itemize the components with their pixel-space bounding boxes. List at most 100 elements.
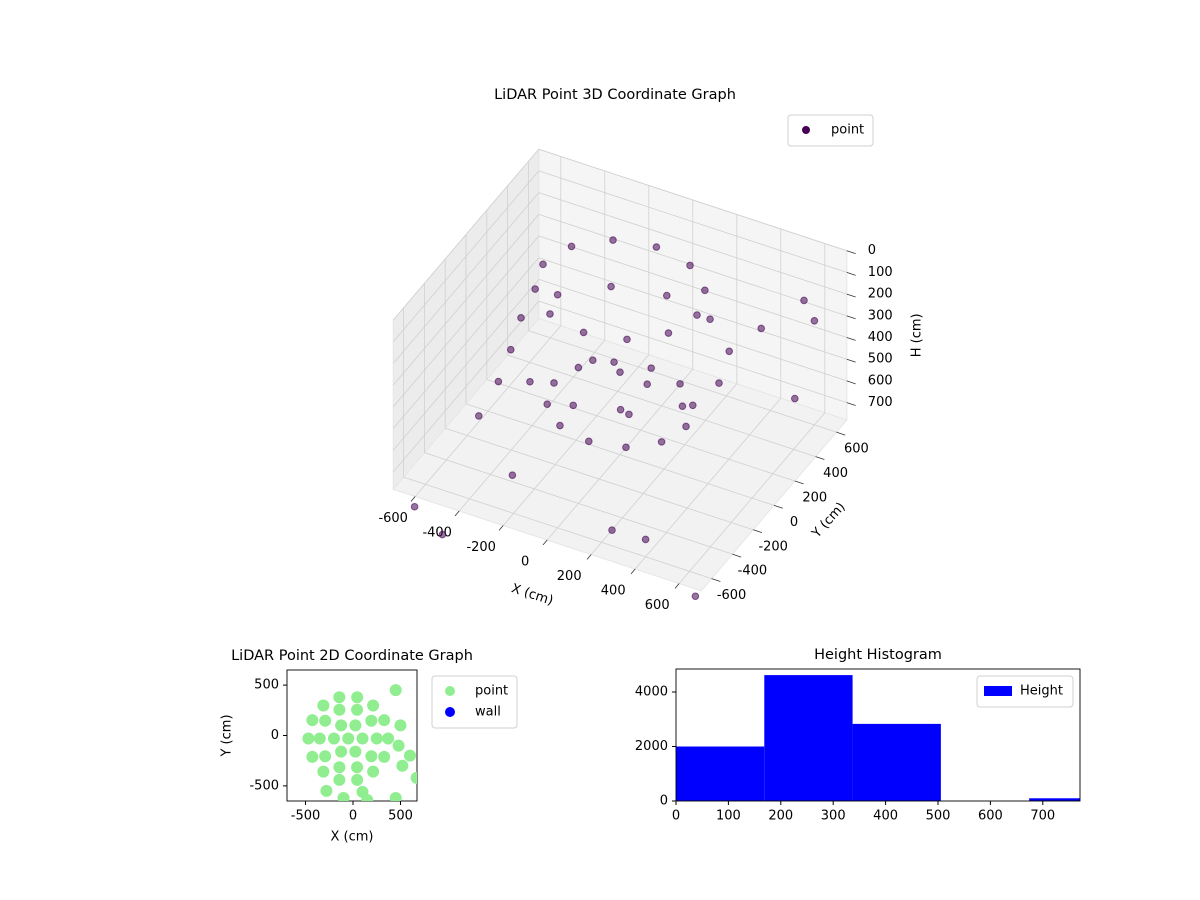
y-tick-label: -600 (717, 588, 747, 603)
point (643, 380, 652, 388)
point (333, 773, 346, 786)
bar (852, 723, 941, 801)
point (567, 242, 576, 251)
plot-area (676, 675, 1080, 801)
tick-mark (815, 456, 825, 460)
point (526, 377, 534, 386)
point (682, 422, 690, 431)
z-tick-label: 500 (868, 352, 893, 367)
tick-mark (846, 337, 856, 341)
y-tick-label: -400 (738, 564, 768, 579)
y-tick-label: 600 (844, 442, 869, 457)
point (349, 745, 362, 758)
point (365, 750, 378, 763)
point (351, 691, 364, 704)
histogram: 0 100 200 300 400 500 600 700 0 2000 4000 Height Hi… (635, 647, 1081, 824)
y-axis-label: Y (cm) (220, 714, 235, 757)
y-tick-label: 200 (802, 490, 827, 505)
legend-label: point (475, 684, 508, 699)
bar (1029, 798, 1080, 801)
point (475, 412, 483, 420)
tick-mark (498, 525, 504, 531)
point (810, 316, 819, 325)
z-axis-label: H (cm) (909, 313, 924, 357)
tick-mark (711, 578, 721, 582)
z-tick-label: 700 (868, 395, 893, 410)
x-tick-label: 0 (521, 555, 529, 570)
y-tick-label: -500 (249, 778, 279, 793)
point (569, 401, 578, 410)
x-tick-label: 600 (645, 598, 670, 613)
grid-line (445, 427, 754, 531)
grid-line (392, 148, 540, 321)
y-tick-label: 4000 (635, 684, 668, 699)
x-tick-label: 500 (926, 809, 951, 824)
point (333, 703, 346, 716)
grid-line (538, 235, 847, 338)
x-tick-label: 300 (821, 809, 846, 824)
point (328, 732, 341, 745)
point (410, 771, 417, 784)
y-tick-label: 2000 (635, 739, 668, 754)
point (625, 410, 633, 419)
plot-area (302, 684, 417, 801)
point (589, 356, 597, 364)
point (676, 380, 684, 388)
chart-3d: -600-400-2000200400600-600-400-200020040… (378, 87, 924, 613)
point (365, 714, 378, 727)
point (641, 535, 650, 544)
chart-title: LiDAR Point 3D Coordinate Graph (494, 87, 736, 103)
point (701, 286, 709, 295)
point (438, 530, 447, 539)
point (367, 765, 380, 778)
grid-line (538, 257, 847, 360)
point (382, 732, 395, 745)
grid-line (538, 279, 847, 382)
point (389, 684, 402, 697)
y-tick-label: 0 (790, 515, 798, 530)
chart-2d: -500 0 500 -500 0 500 LiDAR Point 2D Coordinat… (220, 648, 518, 845)
legend-label: Height (1020, 684, 1063, 699)
point (579, 328, 588, 337)
point (351, 773, 364, 786)
legend-label: wall (475, 705, 501, 720)
tick-mark (586, 554, 592, 560)
point (507, 345, 515, 354)
point (508, 471, 517, 479)
tick-mark (846, 272, 856, 276)
point (335, 745, 348, 758)
point (367, 699, 380, 712)
point (609, 236, 617, 244)
point (333, 761, 346, 774)
legend-swatch (984, 686, 1012, 696)
z-tick-label: 100 (868, 265, 893, 280)
y-axis-label: Y (cm) (809, 500, 849, 542)
x-tick-label: 100 (716, 809, 741, 824)
tick-mark (836, 431, 846, 436)
point (378, 750, 391, 763)
point (356, 732, 369, 745)
tick-mark (630, 568, 636, 575)
point (664, 329, 673, 337)
x-tick-label: 400 (873, 809, 898, 824)
point (320, 784, 333, 797)
point (351, 761, 364, 774)
point (610, 358, 618, 366)
point (543, 400, 552, 408)
point (539, 260, 547, 269)
x-tick-label: 0 (349, 809, 357, 824)
point (647, 364, 656, 372)
x-tick-label: 600 (978, 809, 1003, 824)
x-tick-label: 200 (768, 809, 793, 824)
point (394, 719, 407, 732)
point (396, 759, 409, 772)
x-tick-label: -400 (422, 526, 452, 541)
point (361, 793, 374, 801)
point (319, 750, 332, 763)
point (663, 291, 671, 300)
point (306, 750, 319, 763)
tick-mark (846, 293, 856, 298)
point (574, 363, 583, 372)
grid-line (538, 170, 847, 273)
